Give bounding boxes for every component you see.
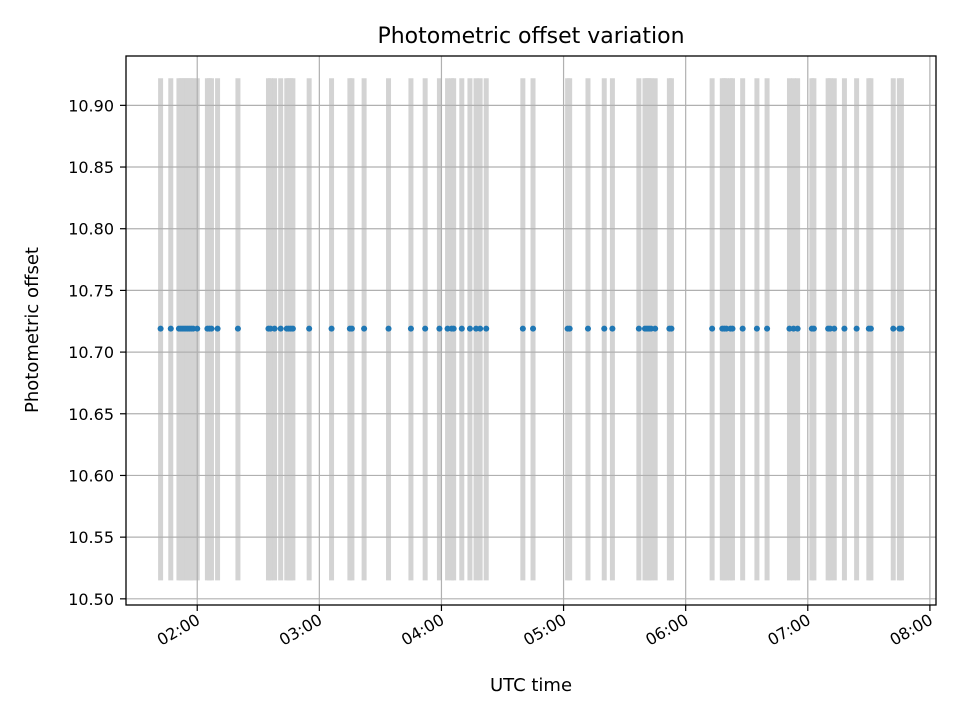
- data-points: [157, 325, 905, 332]
- y-axis-ticks: 10.50 10.55 10.60 10.65 10.70 10.75 10.80 10.85…: [68, 96, 126, 609]
- x-axis-title: UTC time: [490, 675, 572, 696]
- y-tick-label: 10.60: [68, 466, 114, 485]
- data-point: [289, 325, 296, 332]
- data-point: [709, 325, 716, 332]
- data-point: [609, 325, 616, 332]
- data-point: [483, 325, 490, 332]
- data-point: [234, 325, 241, 332]
- data-point: [739, 325, 746, 332]
- data-point: [668, 325, 675, 332]
- y-tick-label: 10.80: [68, 220, 114, 239]
- data-point: [422, 325, 429, 332]
- data-point: [328, 325, 335, 332]
- data-point: [167, 325, 174, 332]
- y-tick-label: 10.65: [68, 405, 114, 424]
- y-tick-label: 10.75: [68, 281, 114, 300]
- data-point: [729, 325, 736, 332]
- data-point: [890, 325, 897, 332]
- data-point: [477, 325, 484, 332]
- data-point: [348, 325, 355, 332]
- data-point: [853, 325, 860, 332]
- data-point: [601, 325, 608, 332]
- data-point: [450, 325, 457, 332]
- data-point: [584, 325, 591, 332]
- data-point: [764, 325, 771, 332]
- y-tick-label: 10.90: [68, 96, 114, 115]
- data-point: [271, 325, 278, 332]
- plot-frame: [125, 55, 937, 606]
- y-tick-label: 10.55: [68, 528, 114, 547]
- data-point: [436, 325, 443, 332]
- y-axis-title: Photometric offset: [22, 247, 43, 413]
- data-point: [458, 325, 465, 332]
- data-point: [867, 325, 874, 332]
- data-point: [753, 325, 760, 332]
- data-point: [841, 325, 848, 332]
- data-point: [898, 325, 905, 332]
- chart-title: Photometric offset variation: [377, 24, 684, 49]
- data-point: [214, 325, 221, 332]
- data-point: [810, 325, 817, 332]
- data-point: [831, 325, 838, 332]
- data-point: [385, 325, 392, 332]
- data-point: [566, 325, 573, 332]
- y-tick-label: 10.70: [68, 343, 114, 362]
- data-point: [530, 325, 537, 332]
- data-point: [635, 325, 642, 332]
- data-point: [208, 325, 215, 332]
- data-point: [407, 325, 414, 332]
- data-point: [361, 325, 368, 332]
- data-point: [157, 325, 164, 332]
- data-point: [652, 325, 659, 332]
- data-point: [194, 325, 201, 332]
- data-point: [794, 325, 801, 332]
- data-point: [466, 325, 473, 332]
- y-tick-label: 10.85: [68, 158, 114, 177]
- y-tick-label: 10.50: [68, 590, 114, 609]
- gridlines: [126, 56, 936, 605]
- data-point: [306, 325, 313, 332]
- data-point: [519, 325, 526, 332]
- data-point: [277, 325, 284, 332]
